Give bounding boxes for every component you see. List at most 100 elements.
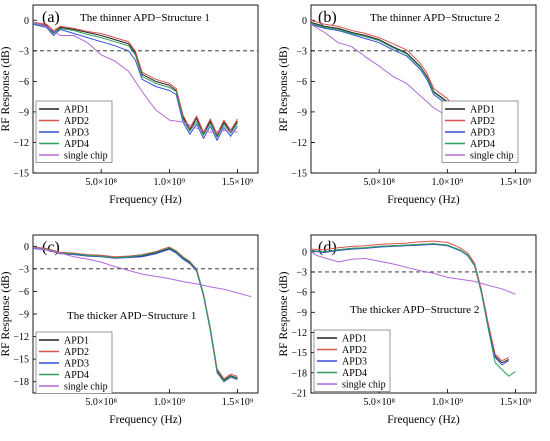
legend-label: APD3: [470, 128, 495, 139]
x-tick-label: 1.0×10⁹: [432, 397, 464, 408]
x-tick-label: 1.0×10⁹: [154, 397, 186, 408]
x-axis-title: Frequency (Hz): [387, 194, 460, 206]
legend-label: APD3: [64, 128, 89, 139]
y-axis-title: RF Response (dB): [278, 271, 290, 356]
y-tick-label: −9: [18, 107, 29, 118]
y-tick-label: −18: [13, 377, 29, 388]
y-tick-label: −9: [296, 308, 307, 319]
y-tick-label: −3: [18, 46, 29, 57]
y-tick-label: −15: [13, 355, 29, 366]
y-tick-label: −3: [18, 264, 29, 275]
series-line-apd2: [33, 21, 238, 135]
y-tick-label: −15: [291, 169, 307, 180]
panel-c: 0 −3 −6 −9 −12 −15 −18 5.0×10⁸ 1.0×10⁹ 1.5×10⁹ Fre…: [0, 234, 259, 426]
series-line-apd1: [33, 22, 238, 137]
y-tick-label: −6: [18, 287, 29, 298]
y-tick-label: −6: [18, 77, 29, 88]
panel-title: The thinner APD−Structure 1: [80, 12, 210, 24]
legend-label: APD1: [342, 334, 367, 345]
series-line-apd4: [33, 247, 238, 382]
panel-a: 0 −3 −6 −9 −12 −15 5.0×10⁸ 1.0×10⁹ 1.5×10⁹ Freque…: [0, 4, 259, 206]
y-tick-label: −3: [296, 267, 307, 278]
series-group: [33, 21, 238, 141]
y-axis-title: RF Response (dB): [0, 46, 12, 131]
x-tick-label: 5.0×10⁸: [85, 177, 117, 188]
series-group: [33, 246, 252, 383]
series-line-apd3: [33, 23, 238, 141]
x-tick-label: 5.0×10⁸: [363, 397, 395, 408]
series-line-apd4: [33, 22, 238, 138]
y-tick-label: −12: [291, 328, 307, 339]
y-tick-label: −6: [296, 288, 307, 299]
legend-label: APD4: [342, 368, 367, 379]
x-tick-label: 1.0×10⁹: [154, 177, 186, 188]
panel-label: (d): [318, 239, 337, 256]
x-tick-label: 1.5×10⁹: [500, 397, 532, 408]
legend-label: APD2: [470, 116, 495, 127]
x-tick-label: 1.0×10⁹: [432, 177, 464, 188]
x-axis-title: Frequency (Hz): [387, 414, 460, 426]
legend-label: APD4: [64, 139, 89, 150]
legend-label: single chip: [64, 151, 108, 162]
y-tick-label: 0: [302, 247, 307, 258]
y-tick-label: −15: [291, 348, 307, 359]
y-axis-title: RF Response (dB): [278, 46, 290, 131]
y-tick-label: 0: [302, 16, 307, 27]
series-line-apd4: [311, 243, 516, 377]
y-tick-label: −9: [18, 310, 29, 321]
legend-label: APD3: [64, 359, 89, 370]
legend-label: single chip: [64, 382, 108, 393]
x-tick-label: 5.0×10⁸: [363, 177, 395, 188]
y-tick-label: −12: [291, 138, 307, 149]
plot-frame: [310, 4, 537, 174]
legend-label: APD1: [470, 105, 495, 116]
panel-label: (a): [42, 9, 60, 26]
series-line-single-chip: [311, 251, 516, 295]
y-tick-label: −18: [291, 368, 307, 379]
panel-d: 0 −3 −6 −9 −12 −15 −18 −21 5.0×10⁸ 1.0×10⁹ 1.5×10⁹…: [278, 234, 537, 426]
series-line-apd2: [311, 240, 509, 362]
x-tick-label: 1.5×10⁹: [222, 177, 254, 188]
panel-title: The thicker APD−Structure 1: [67, 310, 196, 322]
y-tick-label: −12: [13, 138, 29, 149]
legend-label: APD2: [64, 116, 89, 127]
legend-label: APD3: [342, 357, 367, 368]
series-line-single-chip: [33, 247, 252, 298]
legend-label: APD1: [64, 336, 89, 347]
x-tick-label: 1.5×10⁹: [222, 397, 254, 408]
series-group: [311, 240, 516, 377]
series-line-single-chip: [33, 21, 238, 133]
x-tick-label: 5.0×10⁸: [85, 397, 117, 408]
legend-label: APD2: [342, 345, 367, 356]
x-axis-title: Frequency (Hz): [109, 414, 182, 426]
panel-b: 0 −3 −6 −9 −12 −15 5.0×10⁸ 1.0×10⁹ 1.5×10⁹ Freque…: [278, 4, 537, 206]
legend-label: APD4: [470, 139, 495, 150]
legend-label: APD2: [64, 347, 89, 358]
y-tick-label: 0: [24, 16, 29, 27]
legend-label: single chip: [470, 151, 514, 162]
plot-frame: [310, 234, 537, 394]
panel-label: (c): [42, 239, 60, 256]
y-tick-label: −21: [291, 389, 307, 400]
panel-title: The thicker APD−Structure 2: [350, 304, 479, 316]
legend-label: APD4: [64, 370, 89, 381]
legend-label: APD1: [64, 105, 89, 116]
legend-label: single chip: [342, 380, 386, 391]
y-tick-label: −3: [296, 46, 307, 57]
x-axis-title: Frequency (Hz): [109, 194, 182, 206]
y-tick-label: −12: [13, 332, 29, 343]
y-tick-label: −6: [296, 77, 307, 88]
panel-title: The thinner APD−Structure 2: [370, 12, 500, 24]
plot-frame: [32, 4, 259, 174]
y-tick-label: 0: [24, 242, 29, 253]
y-tick-label: −9: [296, 107, 307, 118]
panel-label: (b): [318, 9, 337, 26]
y-tick-label: −15: [13, 169, 29, 180]
y-axis-title: RF Response (dB): [0, 271, 12, 356]
x-tick-label: 1.5×10⁹: [500, 177, 532, 188]
